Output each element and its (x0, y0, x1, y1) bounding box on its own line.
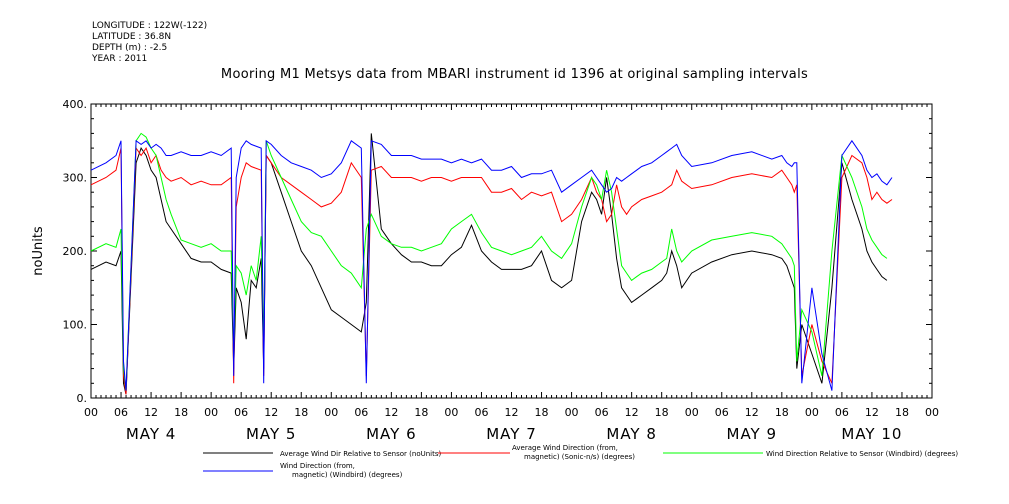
y-tick-label: 200. (63, 245, 88, 258)
y-tick-label: 100. (63, 319, 88, 332)
legend-label-4: Wind Direction (from, (280, 462, 355, 470)
x-tick-label: 12 (384, 406, 398, 419)
day-label: MAY 8 (606, 425, 657, 443)
depth-text: DEPTH (m) : -2.5 (92, 43, 168, 53)
x-tick-label: 06 (114, 406, 128, 419)
day-label: MAY 6 (366, 425, 417, 443)
day-label: MAY 9 (727, 425, 778, 443)
x-tick-label: 18 (414, 406, 428, 419)
longitude-text: LONGITUDE : 122W(-122) (92, 21, 208, 31)
series-line-1 (90, 133, 888, 395)
x-tick-label: 00 (805, 406, 819, 419)
x-tick-label: 00 (204, 406, 218, 419)
x-tick-label: 18 (895, 406, 909, 419)
x-tick-label: 12 (625, 406, 639, 419)
x-tick-label: 12 (865, 406, 879, 419)
y-tick-label: 300. (63, 172, 88, 185)
x-tick-label: 06 (715, 406, 729, 419)
x-tick-label: 12 (264, 406, 278, 419)
latitude-text: LATITUDE : 36.8N (92, 32, 172, 42)
day-label: MAY 10 (841, 425, 902, 443)
legend: Average Wind Dir Relative to Sensor (noU… (203, 444, 958, 479)
x-tick-label: 00 (685, 406, 699, 419)
day-label: MAY 7 (486, 425, 537, 443)
x-tick-label: 18 (174, 406, 188, 419)
chart-title: Mooring M1 Metsys data from MBARI instru… (220, 67, 809, 82)
x-tick-label: 06 (354, 406, 368, 419)
series-line-2 (90, 146, 893, 395)
x-tick-label: 12 (745, 406, 759, 419)
y-tick-label: 400. (63, 98, 88, 111)
series-line-4 (90, 139, 893, 391)
x-tick-label: 12 (144, 406, 158, 419)
x-tick-label: 18 (655, 406, 669, 419)
x-tick-label: 18 (775, 406, 789, 419)
series-layer (90, 132, 893, 395)
x-tick-label: 00 (565, 406, 579, 419)
x-tick-label: 18 (294, 406, 308, 419)
legend-label-2: Average Wind Direction (from, (512, 444, 618, 452)
legend-label-1: Average Wind Dir Relative to Sensor (noU… (280, 450, 441, 458)
legend-label-3: Wind Direction Relative to Sensor (Windb… (766, 450, 958, 458)
series-line-3 (90, 132, 888, 391)
x-tick-label: 00 (925, 406, 939, 419)
x-tick-label: 06 (234, 406, 248, 419)
x-tick-label: 12 (505, 406, 519, 419)
x-tick-label: 00 (324, 406, 338, 419)
plot-axes: 0. 100. 200. 300. 400. 00 06 12 18 00 06 12 18 00 06 12… (31, 98, 939, 443)
x-tick-label: 06 (835, 406, 849, 419)
x-tick-label: 00 (84, 406, 98, 419)
y-axis-label: noUnits (31, 226, 46, 276)
legend-label-2-line2: magnetic) (Sonic-n/s) (degrees) (524, 453, 635, 461)
year-text: YEAR : 2011 (92, 54, 148, 64)
x-tick-label: 18 (535, 406, 549, 419)
x-tick-label: 06 (595, 406, 609, 419)
y-tick-label: 0. (77, 392, 88, 405)
day-label: MAY 4 (126, 425, 177, 443)
x-tick-label: 00 (444, 406, 458, 419)
day-label: MAY 5 (246, 425, 297, 443)
x-tick-label: 06 (474, 406, 488, 419)
legend-label-4-line2: magnetic) (Windbird) (degrees) (292, 471, 403, 479)
metadata-block: LONGITUDE : 122W(-122) LATITUDE : 36.8N … (92, 21, 207, 65)
